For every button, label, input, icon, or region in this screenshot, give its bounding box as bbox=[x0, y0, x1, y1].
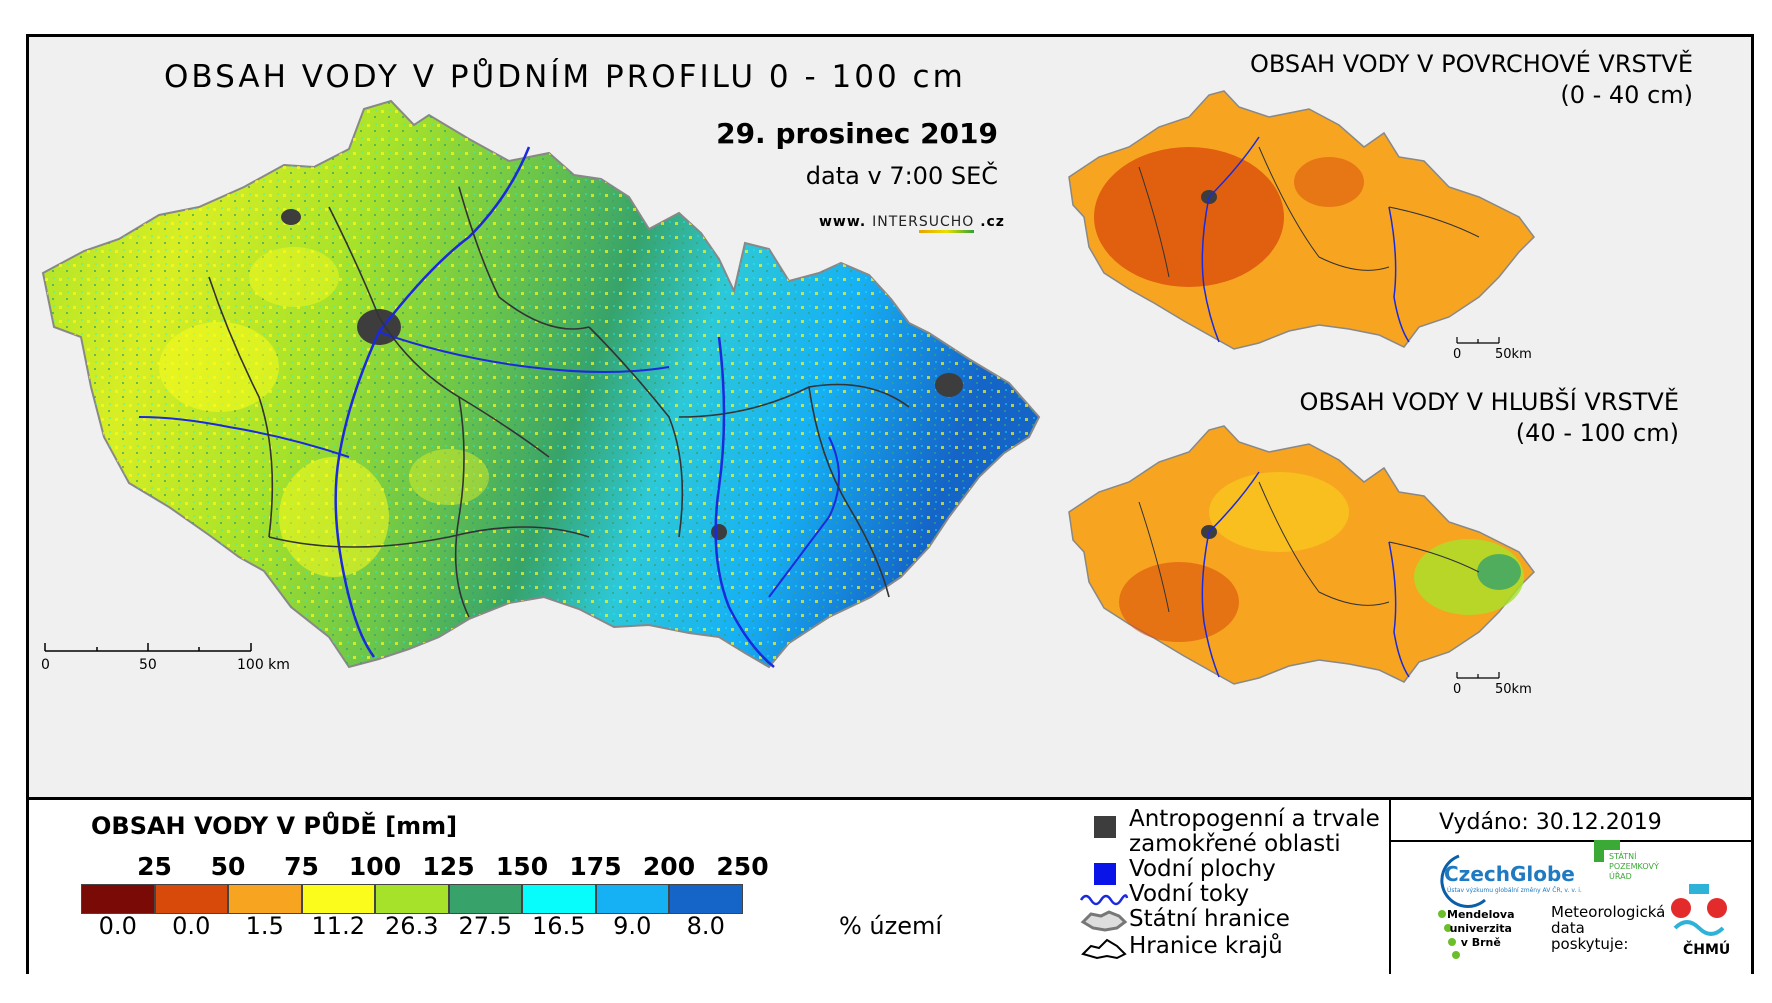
legend-swatch bbox=[81, 884, 155, 914]
main-map-date: 29. prosinec 2019 bbox=[716, 117, 998, 150]
legend-swatch bbox=[669, 884, 743, 914]
issued-divider bbox=[1391, 840, 1751, 842]
region-border-label: Hranice krajů bbox=[1129, 933, 1283, 959]
website-inter: INTER bbox=[872, 214, 919, 230]
meteo-line-1: Meteorologická bbox=[1551, 903, 1666, 921]
main-scale-label-50: 50 bbox=[139, 657, 157, 673]
region-border-icon bbox=[1081, 938, 1127, 960]
spu-logo-icon bbox=[1594, 840, 1620, 850]
czechglobe-logo: CzechGlobe bbox=[1444, 862, 1575, 886]
legend-panel: OBSAH VODY V PŮDĚ [mm] 0.0 0.0 1.5 11.2 26.3… bbox=[29, 797, 1751, 974]
legend-percent: 0.0 bbox=[172, 912, 211, 940]
mendel-logo-icon bbox=[1438, 910, 1460, 959]
main-scale-label-0: 0 bbox=[41, 657, 50, 673]
legend-threshold: 100 bbox=[348, 852, 402, 881]
anthropogenic-swatch bbox=[1094, 816, 1116, 838]
legend-threshold: 50 bbox=[210, 852, 246, 881]
legend-unit: % území bbox=[839, 912, 943, 940]
mendel-line-3: v Brně bbox=[1460, 936, 1501, 949]
spu-line-2: POZEMKOVÝ bbox=[1609, 862, 1659, 871]
legend-swatch bbox=[522, 884, 596, 914]
chmu-logo-icon bbox=[1671, 884, 1727, 936]
legend-percent: 11.2 bbox=[311, 912, 365, 940]
czechglobe-subtitle: Ústav výzkumu globální změny AV ČR, v. v… bbox=[1447, 887, 1582, 894]
website-sucho: SUCHO bbox=[918, 214, 975, 233]
top-scale-0: 0 bbox=[1453, 347, 1462, 362]
legend-divider bbox=[1389, 800, 1391, 974]
main-map bbox=[41, 99, 1041, 669]
spu-logo: STÁTNÍ POZEMKOVÝ ÚŘAD bbox=[1609, 852, 1659, 882]
meteo-line-2: data bbox=[1551, 919, 1585, 937]
legend-threshold: 75 bbox=[284, 852, 319, 881]
legend-threshold: 150 bbox=[495, 852, 549, 881]
legend-threshold: 200 bbox=[642, 852, 696, 881]
legend-title: OBSAH VODY V PŮDĚ [mm] bbox=[91, 812, 458, 840]
top-map-title: OBSAH VODY V POVRCHOVÉ VRSTVĚ bbox=[1250, 50, 1693, 78]
legend-threshold: 25 bbox=[137, 852, 172, 881]
legend-swatch bbox=[595, 884, 669, 914]
legend-swatch bbox=[448, 884, 522, 914]
legend-percent: 0.0 bbox=[98, 912, 137, 940]
legend-swatch bbox=[154, 884, 228, 914]
state-border-label: Státní hranice bbox=[1129, 906, 1290, 932]
anthropogenic-label-2: zamokřené oblasti bbox=[1129, 831, 1341, 857]
water-bodies-swatch bbox=[1094, 863, 1116, 885]
map-frame: 0 50 100 km OBSAH VODY V PŮDNÍM PROFILU … bbox=[26, 34, 1754, 974]
legend-threshold: 125 bbox=[422, 852, 475, 881]
legend-swatch bbox=[228, 884, 302, 914]
main-scale-label-100: 100 km bbox=[237, 657, 290, 673]
czechglobe-logo-icon bbox=[1440, 854, 1486, 908]
bottom-map-depth: (40 - 100 cm) bbox=[1515, 419, 1679, 447]
website-cz: .cz bbox=[980, 214, 1005, 230]
mendel-line-2: univerzita bbox=[1449, 922, 1512, 935]
issued-date: Vydáno: 30.12.2019 bbox=[1439, 810, 1662, 835]
top-scale-50: 50km bbox=[1495, 347, 1532, 362]
main-scale-bar bbox=[44, 643, 252, 652]
bottom-map bbox=[1068, 425, 1535, 685]
website-logo: www. INTERSUCHO .cz bbox=[819, 214, 1005, 233]
rivers-label: Vodní toky bbox=[1129, 881, 1250, 907]
spu-line-1: STÁTNÍ bbox=[1609, 852, 1637, 861]
legend-percent: 1.5 bbox=[245, 912, 284, 940]
legend-percent: 16.5 bbox=[532, 912, 586, 940]
chmu-logo: ČHMÚ bbox=[1683, 942, 1731, 958]
spu-line-3: ÚŘAD bbox=[1609, 872, 1632, 881]
legend-threshold: 175 bbox=[569, 852, 622, 881]
bottom-scale-0: 0 bbox=[1453, 682, 1462, 697]
legend-percent: 26.3 bbox=[385, 912, 439, 940]
legend-percent: 27.5 bbox=[458, 912, 512, 940]
legend-percent: 9.0 bbox=[613, 912, 652, 940]
meteo-line-3: poskytuje: bbox=[1551, 935, 1629, 953]
water-bodies-label: Vodní plochy bbox=[1129, 856, 1276, 882]
website-www: www. bbox=[819, 214, 867, 230]
bottom-map-title-block: OBSAH VODY V HLUBŠÍ VRSTVĚ (40 - 100 cm) bbox=[1300, 387, 1679, 449]
legend-swatch bbox=[375, 884, 449, 914]
spu-logo-icon-2 bbox=[1594, 840, 1604, 862]
main-map-time: data v 7:00 SEČ bbox=[805, 162, 998, 190]
bottom-map-title: OBSAH VODY V HLUBŠÍ VRSTVĚ bbox=[1299, 388, 1679, 416]
legend-threshold: 250 bbox=[716, 852, 769, 881]
top-map bbox=[1068, 90, 1535, 350]
river-icon bbox=[1079, 894, 1129, 906]
legend-percent: 8.0 bbox=[686, 912, 725, 940]
top-map-depth: (0 - 40 cm) bbox=[1560, 81, 1693, 109]
bottom-scale-50: 50km bbox=[1495, 682, 1532, 697]
mendel-logo: Mendelova univerzita v Brně bbox=[1447, 908, 1515, 950]
main-map-title: OBSAH VODY V PŮDNÍM PROFILU 0 - 100 cm bbox=[164, 59, 966, 95]
legend-swatch bbox=[301, 884, 375, 914]
meteo-text: Meteorologická data poskytuje: bbox=[1551, 904, 1665, 952]
map-area: 0 50 100 km OBSAH VODY V PŮDNÍM PROFILU … bbox=[29, 37, 1751, 797]
state-border-icon bbox=[1080, 910, 1128, 932]
anthropogenic-label: Antropogenní a trvale bbox=[1129, 806, 1380, 832]
top-map-title-block: OBSAH VODY V POVRCHOVÉ VRSTVĚ (0 - 40 cm… bbox=[1250, 49, 1693, 111]
mendel-line-1: Mendelova bbox=[1447, 908, 1515, 921]
